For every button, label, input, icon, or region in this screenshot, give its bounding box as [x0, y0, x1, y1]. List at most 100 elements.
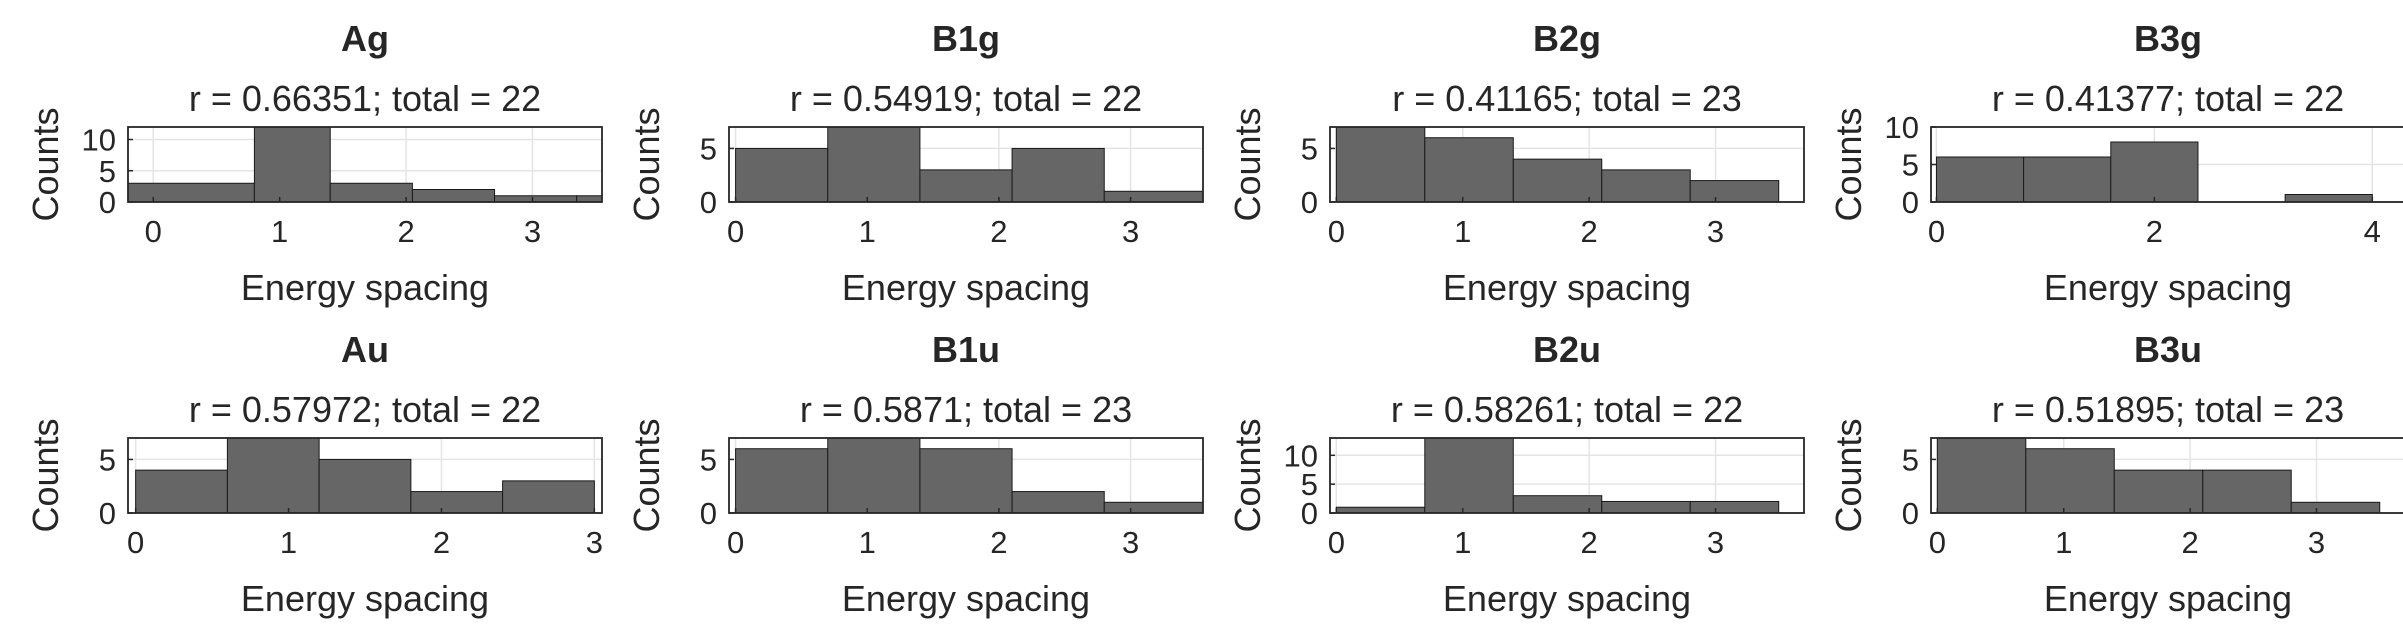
x-tick-label: 1: [1454, 525, 1471, 560]
histogram-bar: [1424, 438, 1514, 513]
histogram-bar: [2113, 469, 2204, 513]
bars-group: [1335, 438, 1780, 513]
chart-title: B2g: [1533, 18, 1601, 59]
y-axis-label: Counts: [626, 107, 667, 221]
y-tick-label: 0: [700, 496, 717, 531]
histogram-bar: [1011, 147, 1105, 202]
histogram-bar: [1011, 491, 1105, 513]
x-axis-label: Energy spacing: [2044, 267, 2292, 308]
x-tick-label: 4: [2364, 214, 2381, 249]
histogram-bar: [411, 189, 496, 202]
y-tick-label: 0: [1902, 496, 1919, 531]
histogram-bar: [2110, 141, 2199, 202]
histogram-bar: [2025, 448, 2115, 513]
axis-box: [728, 437, 1204, 514]
x-tick-label: 0: [1328, 525, 1345, 560]
y-axis-label: Counts: [1227, 107, 1268, 221]
histogram-bar: [1601, 500, 1691, 513]
chart-title: B1g: [932, 18, 1000, 59]
y-tick-label: 0: [99, 496, 116, 531]
chart-subtitle: r = 0.41165; total = 23: [1392, 78, 1742, 119]
y-tick-label: 10: [1284, 438, 1318, 473]
y-tick-label: 0: [1301, 496, 1318, 531]
y-tick-label: 0: [1902, 185, 1919, 220]
histogram-bar: [1424, 137, 1514, 202]
x-tick-label: 0: [1929, 525, 1946, 560]
x-tick-label: 1: [280, 525, 297, 560]
histogram-bar: [226, 438, 320, 513]
x-axis-label: Energy spacing: [241, 267, 489, 308]
histogram-bar: [128, 182, 255, 202]
y-axis-label: Counts: [25, 107, 66, 221]
bars-group: [135, 438, 595, 513]
x-tick-label: 0: [727, 214, 744, 249]
y-tick-label: 5: [1301, 131, 1318, 166]
chart-subtitle: r = 0.51895; total = 23: [1992, 389, 2344, 430]
x-tick-label: 2: [990, 214, 1007, 249]
histogram-bar: [1689, 500, 1780, 513]
histogram-bar: [329, 182, 413, 202]
axis-box: [1930, 437, 2403, 514]
histogram-bar: [827, 438, 921, 513]
x-tick-label: 2: [990, 525, 1007, 560]
histogram-bar: [1935, 156, 2025, 202]
axis-box: [1329, 126, 1805, 203]
y-tick-label: 0: [700, 185, 717, 220]
chart-title: B1u: [932, 329, 1000, 370]
chart-title: B3u: [2134, 329, 2202, 370]
x-axis-label: Energy spacing: [1443, 267, 1691, 308]
x-tick-label: 3: [1707, 214, 1724, 249]
histogram-bar: [1601, 169, 1691, 202]
x-axis-label: Energy spacing: [241, 578, 489, 619]
x-tick-label: 1: [859, 214, 876, 249]
bars-group: [1936, 438, 2381, 513]
y-tick-label: 5: [700, 442, 717, 477]
x-axis-label: Energy spacing: [2044, 578, 2292, 619]
axis-box: [1329, 437, 1805, 514]
x-axis-label: Energy spacing: [1443, 578, 1691, 619]
histogram-bar: [1103, 501, 1203, 513]
y-tick-label: 10: [1885, 110, 1919, 145]
x-tick-label: 0: [1928, 214, 1945, 249]
y-axis-label: Counts: [1227, 418, 1268, 532]
chart-subtitle: r = 0.57972; total = 22: [189, 389, 541, 430]
chart-title: Au: [341, 329, 389, 370]
y-axis-label: Counts: [1828, 418, 1869, 532]
chart-title: B2u: [1533, 329, 1601, 370]
y-axis-label: Counts: [25, 418, 66, 532]
x-tick-label: 2: [1580, 214, 1597, 249]
histogram-bar: [494, 195, 578, 202]
chart-panel-b3u: 0 1 2 3 0 5 B3u r = 0.51895; total = 23 Energy s…: [1828, 329, 2403, 619]
x-tick-label: 2: [433, 525, 450, 560]
histogram-bar: [1689, 180, 1780, 202]
x-axis-label: Energy spacing: [842, 578, 1090, 619]
bars-group: [735, 438, 1203, 513]
bars-group: [128, 127, 602, 202]
axis-box: [728, 126, 1204, 203]
bars-group: [1935, 141, 2373, 202]
x-tick-label: 3: [1707, 525, 1724, 560]
histogram-bar: [2284, 194, 2373, 202]
chart-subtitle: r = 0.41377; total = 22: [1992, 78, 2344, 119]
histogram-bar: [735, 448, 829, 513]
histogram-bar: [318, 458, 412, 513]
chart-subtitle: r = 0.54919; total = 22: [790, 78, 1142, 119]
histogram-bar: [410, 491, 504, 513]
x-tick-label: 2: [397, 214, 414, 249]
histogram-bar: [1103, 190, 1203, 202]
histogram-bar: [2202, 469, 2292, 513]
x-tick-label: 3: [524, 214, 541, 249]
histogram-bar: [2023, 156, 2112, 202]
y-tick-label: 0: [99, 185, 116, 220]
x-tick-label: 0: [727, 525, 744, 560]
histogram-bar: [253, 127, 331, 202]
x-tick-label: 3: [1122, 214, 1139, 249]
y-tick-label: 5: [1902, 442, 1919, 477]
x-tick-label: 0: [127, 525, 144, 560]
y-tick-label: 5: [1301, 467, 1318, 502]
x-tick-label: 3: [586, 525, 603, 560]
bars-group: [735, 127, 1203, 202]
x-tick-label: 1: [1454, 214, 1471, 249]
chart-title: B3g: [2134, 18, 2202, 59]
